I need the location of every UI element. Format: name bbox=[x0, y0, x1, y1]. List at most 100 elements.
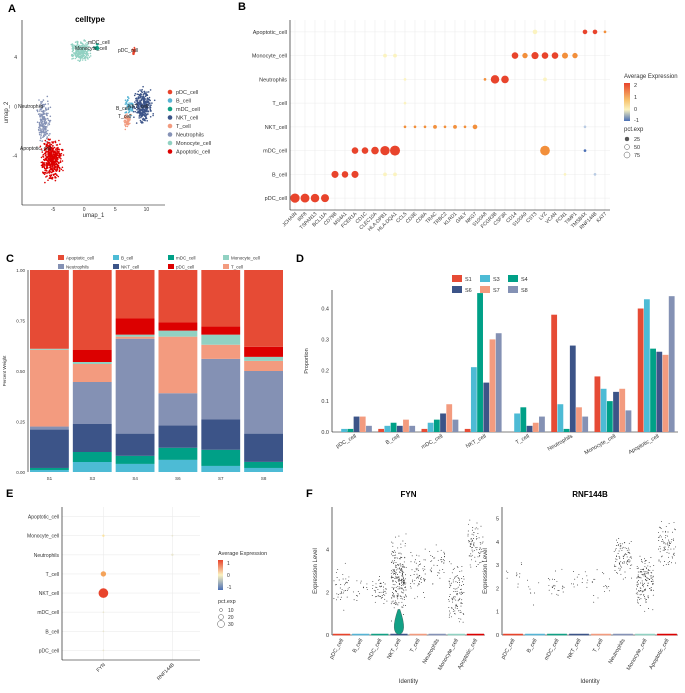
cell-point bbox=[644, 589, 646, 591]
dot-row-label: NKT_cell bbox=[39, 591, 59, 597]
cell-point bbox=[664, 561, 666, 562]
umap-point-T_cell bbox=[125, 120, 127, 122]
y-tick: 0 bbox=[496, 633, 499, 639]
cell-point bbox=[664, 549, 666, 550]
cell-point bbox=[383, 586, 384, 588]
umap-point-Apoptotic_cell bbox=[53, 167, 56, 169]
umap-point-Monocyte_cell bbox=[87, 43, 89, 45]
cell-point bbox=[554, 579, 556, 581]
cell-point bbox=[430, 554, 432, 556]
bar-segment-NKT_cell bbox=[201, 419, 241, 450]
cell-point bbox=[405, 574, 407, 576]
umap-point-NKT_cell bbox=[140, 90, 143, 92]
cell-point bbox=[618, 544, 620, 546]
cell-point bbox=[620, 573, 622, 575]
umap-point-Neutrophils bbox=[38, 129, 40, 132]
umap-point-Monocyte_cell bbox=[80, 41, 82, 43]
cell-point bbox=[396, 596, 398, 598]
umap-point-NKT_cell bbox=[143, 103, 146, 105]
cell-point bbox=[375, 586, 377, 588]
cell-point bbox=[401, 564, 403, 566]
cell-point bbox=[413, 574, 415, 575]
cell-point bbox=[379, 583, 381, 584]
umap-legend-label: B_cell bbox=[176, 99, 191, 105]
cell-point bbox=[423, 592, 424, 593]
cell-point bbox=[394, 566, 396, 568]
cell-point bbox=[587, 579, 589, 581]
umap-point-NKT_cell bbox=[143, 101, 145, 103]
cell-point bbox=[394, 602, 396, 604]
cell-point bbox=[454, 613, 456, 615]
umap-point-Apoptotic_cell bbox=[46, 141, 49, 143]
umap-point-Neutrophils bbox=[42, 125, 44, 128]
cell-point bbox=[402, 575, 404, 577]
cell-point bbox=[401, 556, 403, 558]
umap-point-Apoptotic_cell bbox=[54, 179, 57, 182]
cell-point bbox=[383, 593, 384, 595]
umap-point-Neutrophils bbox=[36, 109, 39, 111]
cell-point bbox=[644, 562, 646, 564]
cell-point bbox=[630, 557, 632, 559]
cell-point bbox=[665, 535, 667, 536]
bar-S8 bbox=[668, 296, 675, 432]
cell-point bbox=[381, 596, 383, 598]
umap-point-NKT_cell bbox=[139, 106, 141, 108]
size-key bbox=[623, 151, 631, 159]
umap-point-Neutrophils bbox=[48, 123, 51, 126]
umap-point-Monocyte_cell bbox=[83, 39, 85, 42]
cell-point bbox=[400, 582, 402, 584]
cell-point bbox=[667, 531, 669, 533]
bar-segment-Neutrophils bbox=[30, 426, 69, 430]
cell-point bbox=[391, 551, 393, 553]
cell-point bbox=[430, 571, 432, 573]
umap-point-Apoptotic_cell bbox=[43, 142, 46, 145]
cell-point bbox=[548, 584, 550, 586]
cell-point bbox=[482, 541, 484, 543]
umap-point-Apoptotic_cell bbox=[55, 173, 57, 175]
umap-point-NKT_cell bbox=[136, 93, 139, 95]
cell-point bbox=[402, 581, 404, 583]
cell-point bbox=[398, 568, 400, 570]
umap-point-Neutrophils bbox=[42, 134, 45, 136]
cell-point bbox=[594, 578, 596, 580]
cell-point bbox=[393, 563, 394, 564]
umap-point-NKT_cell bbox=[149, 89, 152, 91]
expression-dot bbox=[540, 145, 550, 156]
umap-point-Apoptotic_cell bbox=[58, 139, 60, 142]
cell-point bbox=[392, 569, 394, 570]
x-tick: T_cell bbox=[515, 434, 531, 447]
cell-point bbox=[638, 597, 640, 599]
umap-point-Neutrophils bbox=[48, 134, 50, 137]
umap-point-B_cell bbox=[127, 96, 129, 98]
violin-bulb-NKT_cell bbox=[394, 609, 404, 635]
size-key bbox=[219, 608, 223, 612]
cell-point bbox=[449, 585, 451, 587]
cell-point bbox=[339, 587, 341, 589]
cell-point bbox=[622, 562, 624, 564]
umap-point-Neutrophils bbox=[46, 137, 48, 140]
umap-point-Apoptotic_cell bbox=[55, 147, 57, 149]
umap-point-Neutrophils bbox=[47, 124, 49, 126]
umap-point-Neutrophils bbox=[46, 132, 49, 135]
cell-point bbox=[649, 588, 651, 590]
umap-point-NKT_cell bbox=[146, 100, 148, 102]
umap-point-Apoptotic_cell bbox=[50, 150, 52, 153]
dotplot-fyn-rnf144b: EApoptotic_cellMonocyte_cellNeutrophilsT… bbox=[6, 488, 267, 682]
cell-point bbox=[615, 549, 616, 551]
cell-point bbox=[661, 541, 663, 543]
umap-point-pDC_cell bbox=[134, 48, 136, 51]
y-tick: 0.00 bbox=[16, 470, 25, 475]
bar-segment-Monocyte_cell bbox=[72, 362, 112, 364]
umap-point-Apoptotic_cell bbox=[50, 154, 53, 156]
umap-xtick: 10 bbox=[144, 207, 150, 213]
umap-point-Monocyte_cell bbox=[84, 43, 87, 45]
bar-segment-Neutrophils bbox=[72, 382, 112, 424]
umap-point-NKT_cell bbox=[139, 96, 142, 99]
umap-point-Neutrophils bbox=[49, 133, 51, 135]
cell-point bbox=[393, 592, 395, 594]
umap-point-Apoptotic_cell bbox=[51, 176, 54, 179]
cell-point bbox=[671, 562, 673, 564]
cell-point bbox=[423, 580, 425, 582]
umap-point-NKT_cell bbox=[145, 104, 148, 107]
cell-point bbox=[669, 561, 671, 563]
